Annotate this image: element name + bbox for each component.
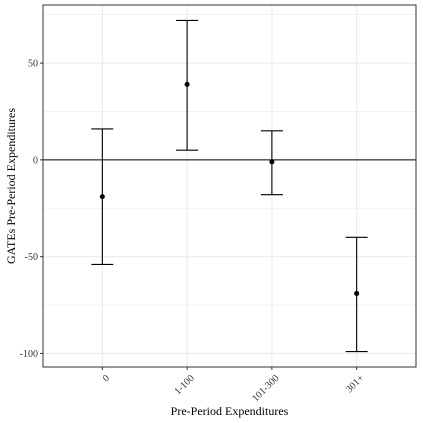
x-tick-label: 0	[101, 373, 112, 384]
x-axis-title: Pre-Period Expenditures	[171, 404, 289, 418]
error-bars	[91, 19, 368, 353]
error-bar-1-100	[176, 19, 199, 151]
y-axis-title: GATEs Pre-Period Expenditures	[4, 108, 18, 264]
point-estimate	[354, 290, 360, 296]
y-tick-label: 0	[33, 155, 38, 166]
error-bar-301+	[345, 236, 368, 353]
y-tick-label: 50	[28, 59, 38, 70]
y-tick-label: -50	[25, 252, 38, 263]
y-tick-label: -100	[20, 349, 38, 360]
y-axis-ticks: -100 -50 0 50	[20, 59, 43, 360]
x-tick-label: 101-300	[250, 373, 281, 404]
panel-border	[42, 4, 417, 368]
error-bar-101-300	[260, 130, 283, 196]
error-bar-0	[91, 128, 114, 265]
x-tick-label: 1-100	[172, 373, 196, 397]
point-estimate	[184, 81, 190, 87]
point-estimate	[99, 194, 105, 200]
x-axis-ticks: 0 1-100 101-300 301+	[101, 367, 367, 404]
point-estimate	[269, 159, 275, 165]
grid-lines	[43, 5, 416, 367]
x-tick-label: 301+	[344, 373, 367, 396]
